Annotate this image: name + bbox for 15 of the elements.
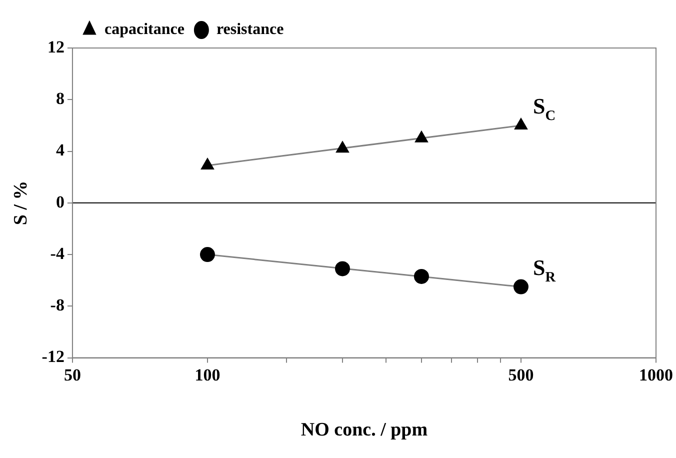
x-tick-label: 500: [508, 365, 534, 384]
x-tick-label: 100: [194, 365, 220, 384]
legend-label: capacitance: [104, 21, 184, 38]
x-axis-title: NO conc. / ppm: [300, 420, 428, 441]
y-tick-label: 8: [56, 89, 64, 108]
y-tick-label: -8: [50, 296, 64, 315]
x-tick-label: 50: [64, 365, 81, 384]
y-tick-label: 12: [47, 37, 64, 56]
y-tick-label: -4: [50, 244, 65, 263]
legend-label: resistance: [216, 21, 284, 38]
y-tick-label: 4: [56, 140, 65, 160]
y-tick-label: 0: [56, 192, 64, 212]
x-tick-label: 1000: [639, 365, 673, 384]
y-tick-label: -12: [42, 347, 64, 366]
y-axis-title: S / %: [10, 180, 32, 226]
